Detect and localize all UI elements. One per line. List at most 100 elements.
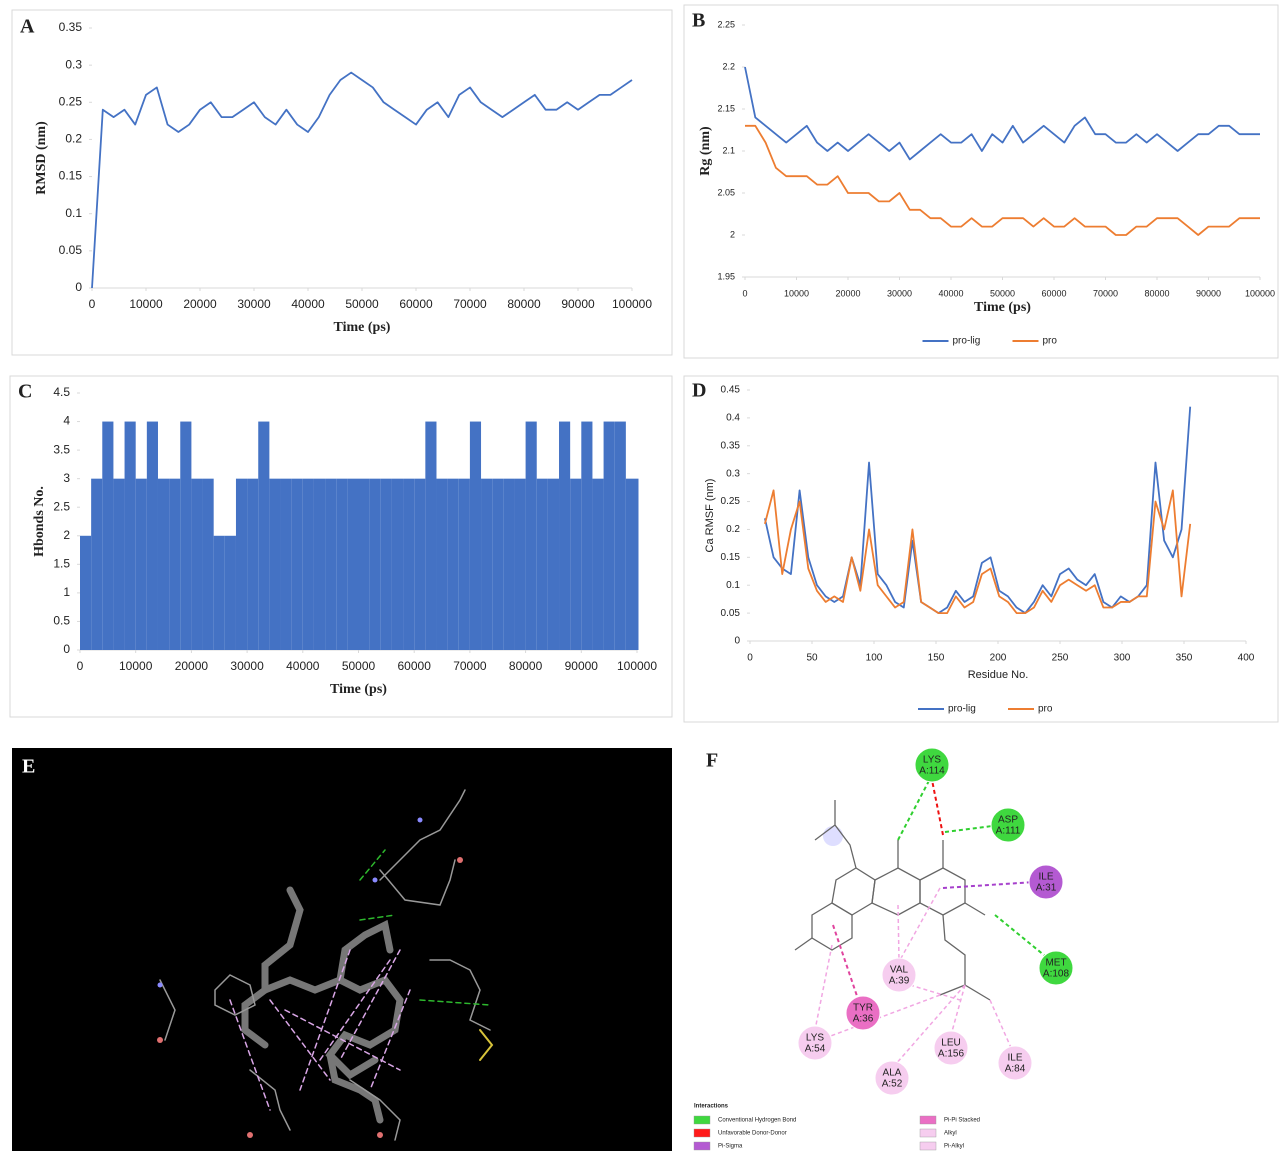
bar	[425, 422, 436, 650]
page: E F Interactions LYSA:114ASPA:111ILEA:	[0, 0, 1279, 1151]
legend-swatch	[694, 1116, 710, 1124]
y-tick-label: 0.4	[726, 413, 740, 424]
bar	[548, 479, 559, 650]
x-tick-label: 90000	[1196, 288, 1221, 298]
residue-id: A:39	[889, 976, 910, 987]
bar	[314, 479, 325, 650]
bar	[637, 479, 639, 650]
y-tick-label: 2.2	[722, 61, 735, 71]
legend-label: Pi-Sigma	[718, 1144, 743, 1150]
bar	[392, 479, 403, 650]
x-tick-label: 30000	[230, 659, 264, 673]
bar	[214, 536, 225, 650]
bar	[615, 422, 626, 650]
figure: E F Interactions LYSA:114ASPA:111ILEA:	[0, 0, 1279, 1151]
panel-label: F	[706, 750, 718, 772]
x-tick-label: 50000	[342, 659, 376, 673]
y-tick-label: 0	[734, 636, 740, 647]
panel-label: D	[692, 380, 706, 402]
x-tick-label: 40000	[286, 659, 320, 673]
bar	[102, 422, 113, 650]
legend-label: Alkyl	[944, 1131, 957, 1137]
residue-id: A:54	[805, 1044, 826, 1055]
y-tick-label: 2.05	[717, 187, 735, 197]
bar	[258, 422, 269, 650]
bar	[158, 479, 169, 650]
y-tick-label: 2.5	[53, 499, 70, 513]
y-tick-label: 3	[63, 471, 70, 485]
x-tick-label: 100000	[612, 297, 652, 311]
bar	[113, 479, 124, 650]
legend-label: Conventional Hydrogen Bond	[718, 1118, 796, 1124]
x-tick-label: 250	[1052, 653, 1069, 664]
residue-name: ILE	[1007, 1053, 1022, 1064]
y-tick-label: 2.25	[717, 19, 735, 29]
y-axis-title: RMSD (nm)	[34, 121, 49, 195]
legend-label: pro	[1038, 704, 1053, 715]
bar	[503, 479, 514, 650]
x-tick-label: 100	[866, 653, 883, 664]
y-tick-label: 4.5	[53, 385, 70, 399]
bar	[325, 479, 336, 650]
x-tick-label: 150	[928, 653, 945, 664]
y-axis-title: Hbonds No.	[32, 486, 47, 557]
x-tick-label: 80000	[507, 297, 541, 311]
residue-id: A:114	[919, 766, 945, 777]
legend-label: pro	[1043, 336, 1058, 347]
bar	[180, 422, 191, 650]
bar	[125, 422, 136, 650]
y-tick-label: 2.15	[717, 103, 735, 113]
legend-swatch	[920, 1116, 936, 1124]
bar	[459, 479, 470, 650]
y-tick-label: 0.1	[65, 206, 82, 220]
x-axis-title: Time (ps)	[330, 682, 387, 697]
bar	[581, 422, 592, 650]
x-axis-title: Time (ps)	[334, 320, 391, 335]
bar	[169, 479, 180, 650]
bar	[492, 479, 503, 650]
y-tick-label: 1.95	[717, 271, 735, 281]
x-tick-label: 70000	[453, 297, 487, 311]
y-tick-label: 0.2	[726, 524, 740, 535]
x-tick-label: 100000	[617, 659, 657, 673]
y-tick-label: 0	[63, 642, 70, 656]
y-tick-label: 0.1	[726, 580, 740, 591]
x-axis-title: Time (ps)	[974, 300, 1031, 315]
panel-label: A	[20, 16, 35, 38]
y-tick-label: 0.05	[59, 243, 83, 257]
x-tick-label: 90000	[565, 659, 599, 673]
x-axis-title: Residue No.	[968, 669, 1029, 681]
bar	[292, 479, 303, 650]
bar	[470, 422, 481, 650]
residue-name: LEU	[941, 1038, 960, 1049]
x-tick-label: 80000	[1144, 288, 1169, 298]
bar	[236, 479, 247, 650]
bar	[559, 422, 570, 650]
residue-id: A:84	[1005, 1064, 1026, 1075]
x-tick-label: 100000	[1245, 288, 1275, 298]
x-tick-label: 20000	[835, 288, 860, 298]
x-tick-label: 200	[990, 653, 1007, 664]
x-tick-label: 0	[89, 297, 96, 311]
panel-label: C	[18, 381, 32, 403]
chart-panel: B1.9522.052.12.152.22.250100002000030000…	[684, 5, 1278, 358]
y-tick-label: 4	[63, 414, 70, 428]
bar	[514, 479, 525, 650]
bar	[136, 479, 147, 650]
residue-id: A:36	[853, 1014, 874, 1025]
x-tick-label: 10000	[129, 297, 163, 311]
y-tick-label: 0.3	[65, 57, 82, 71]
residue-id: A:111	[996, 826, 1021, 837]
bar	[414, 479, 425, 650]
x-tick-label: 10000	[119, 659, 153, 673]
residue-id: A:31	[1036, 883, 1057, 894]
x-tick-label: 300	[1114, 653, 1131, 664]
x-tick-label: 0	[747, 653, 753, 664]
x-tick-label: 10000	[784, 288, 809, 298]
chart-panel: A00.050.10.150.20.250.30.350100002000030…	[12, 10, 672, 355]
legend-swatch	[694, 1142, 710, 1150]
x-tick-label: 20000	[183, 297, 217, 311]
bar	[80, 536, 91, 650]
residue-name: TYR	[853, 1003, 873, 1014]
